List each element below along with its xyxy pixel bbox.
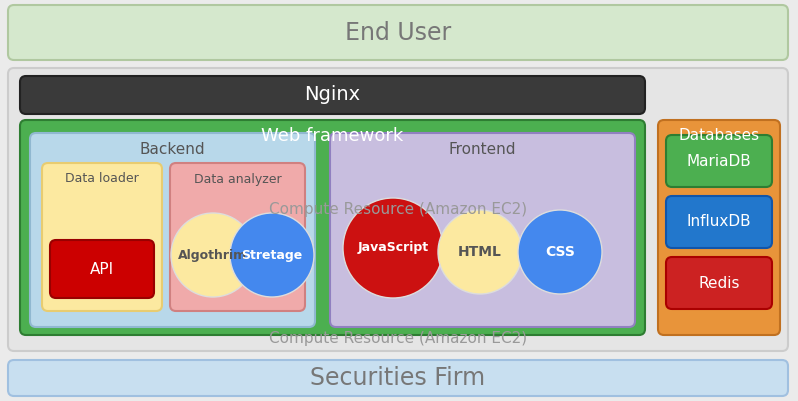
Text: Data loader: Data loader (65, 172, 139, 186)
Text: CSS: CSS (545, 245, 575, 259)
FancyBboxPatch shape (666, 135, 772, 187)
Text: Algothrim: Algothrim (179, 249, 247, 261)
Text: Compute Resource (Amazon EC2): Compute Resource (Amazon EC2) (269, 202, 527, 217)
Text: HTML: HTML (458, 245, 502, 259)
Text: Data analyzer: Data analyzer (194, 172, 282, 186)
Circle shape (343, 198, 443, 298)
FancyBboxPatch shape (658, 120, 780, 335)
FancyBboxPatch shape (8, 68, 788, 351)
Text: Databases: Databases (678, 128, 760, 144)
Text: Securities Firm: Securities Firm (310, 366, 485, 390)
Text: Backend: Backend (140, 142, 205, 156)
FancyBboxPatch shape (330, 133, 635, 327)
Text: API: API (90, 261, 114, 277)
Circle shape (438, 210, 522, 294)
Text: End User: End User (345, 20, 451, 45)
FancyBboxPatch shape (30, 133, 315, 327)
FancyBboxPatch shape (50, 240, 154, 298)
Text: MariaDB: MariaDB (686, 154, 752, 168)
Text: JavaScript: JavaScript (358, 241, 429, 255)
Text: Stretage: Stretage (241, 249, 302, 261)
FancyBboxPatch shape (666, 257, 772, 309)
Text: Frontend: Frontend (448, 142, 516, 156)
Text: Web framework: Web framework (262, 127, 404, 145)
Circle shape (230, 213, 314, 297)
Circle shape (518, 210, 602, 294)
Text: Compute Resource (Amazon EC2): Compute Resource (Amazon EC2) (269, 332, 527, 346)
FancyBboxPatch shape (8, 360, 788, 396)
Text: Redis: Redis (698, 275, 740, 290)
Text: InfluxDB: InfluxDB (687, 215, 751, 229)
FancyBboxPatch shape (666, 196, 772, 248)
FancyBboxPatch shape (170, 163, 305, 311)
Circle shape (171, 213, 255, 297)
FancyBboxPatch shape (20, 120, 645, 335)
FancyBboxPatch shape (42, 163, 162, 311)
FancyBboxPatch shape (20, 76, 645, 114)
Text: Nginx: Nginx (305, 85, 361, 105)
FancyBboxPatch shape (8, 5, 788, 60)
